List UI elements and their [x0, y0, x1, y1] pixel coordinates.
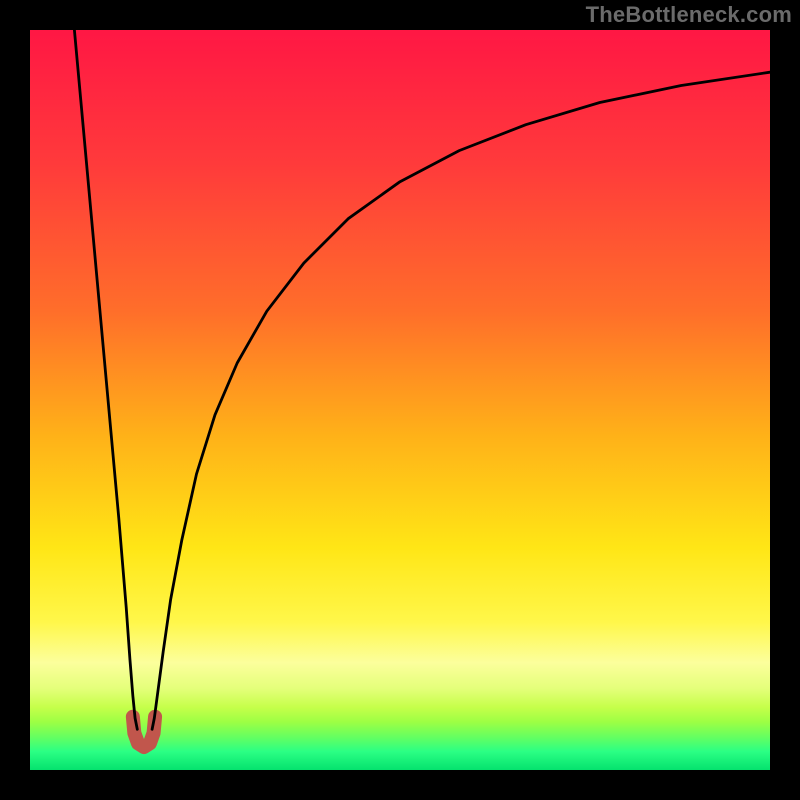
chart-background: [30, 30, 770, 770]
watermark-text: TheBottleneck.com: [586, 2, 792, 28]
bottleneck-chart: [0, 0, 800, 800]
chart-container: { "watermark": { "text": "TheBottleneck.…: [0, 0, 800, 800]
